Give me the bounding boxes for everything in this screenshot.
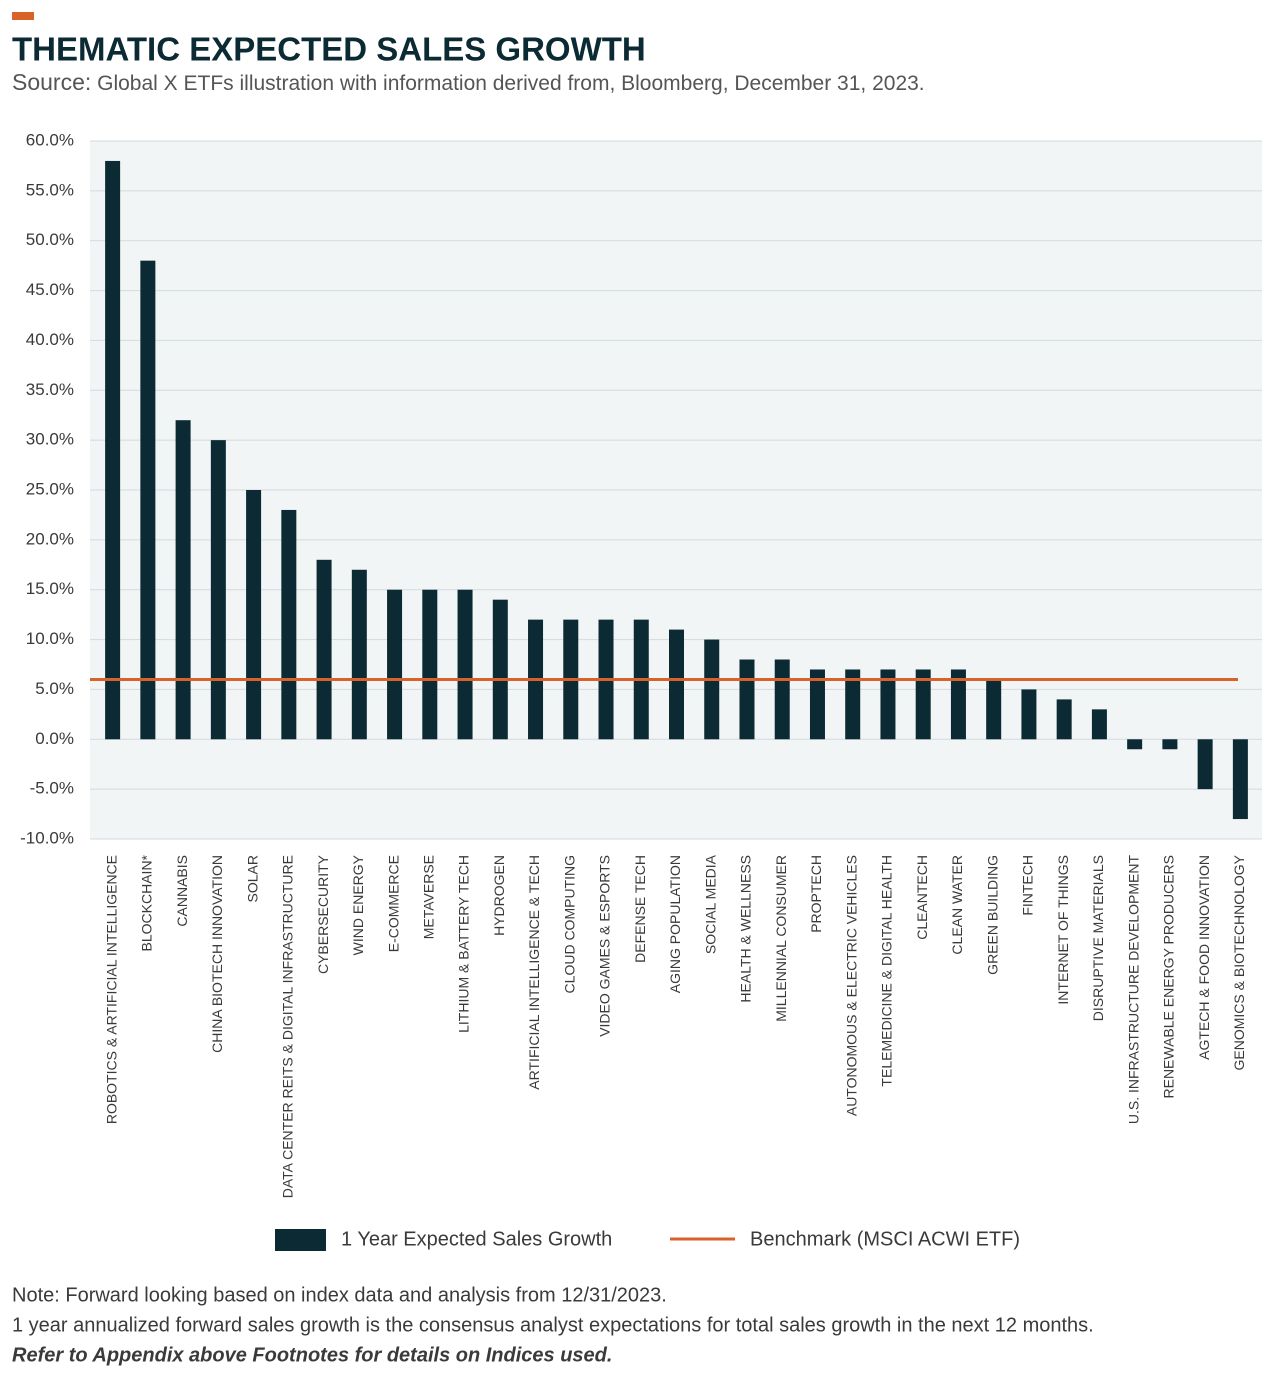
note: Note: Forward looking based on index dat… (12, 1284, 667, 1306)
y-tick-label: 15.0% (26, 579, 74, 598)
x-tick-label: ARTIFICIAL INTELLIGENCE & TECH (526, 855, 542, 1090)
emphasis-note: Refer to Appendix above Footnotes for de… (12, 1344, 612, 1366)
subtitle-label: Source: (12, 69, 91, 95)
x-tick-label: RENEWABLE ENERGY PRODUCERS (1161, 855, 1177, 1099)
x-tick-label: CLEAN WATER (949, 855, 965, 955)
bar (704, 639, 720, 740)
y-tick-label: 20.0% (26, 529, 74, 548)
x-tick-label: FINTECH (1020, 855, 1036, 916)
y-tick-label: 45.0% (26, 280, 74, 299)
bar (316, 559, 332, 740)
bar (1091, 709, 1107, 740)
bar (492, 599, 508, 740)
x-tick-label: INTERNET OF THINGS (1055, 855, 1071, 1005)
y-tick-label: 10.0% (26, 629, 74, 648)
subtitle-text: Global X ETFs illustration with informat… (97, 72, 925, 95)
x-tick-label: AGTECH & FOOD INNOVATION (1196, 855, 1212, 1060)
bar (351, 569, 367, 740)
note: 1 year annualized forward sales growth i… (12, 1314, 1094, 1336)
x-tick-label: DISRUPTIVE MATERIALS (1090, 855, 1106, 1021)
bar (281, 509, 297, 740)
y-tick-label: 40.0% (26, 330, 74, 349)
x-tick-label: E-COMMERCE (385, 855, 401, 952)
x-tick-label: WIND ENERGY (350, 854, 366, 955)
bar (422, 589, 438, 740)
bar (457, 589, 473, 740)
accent-mark (12, 12, 34, 20)
bar (1127, 739, 1143, 750)
x-tick-label: ROBOTICS & ARTIFICIAL INTELLIGENCE (103, 855, 119, 1124)
x-tick-label: MILLENNIAL CONSUMER (773, 855, 789, 1022)
x-tick-label: CHINA BIOTECH INNOVATION (209, 855, 225, 1053)
x-tick-label: DEFENSE TECH (632, 855, 648, 963)
x-tick-label: GENOMICS & BIOTECHNOLOGY (1231, 854, 1247, 1070)
y-tick-label: 30.0% (26, 430, 74, 449)
bar (950, 669, 966, 740)
x-tick-label: CANNABIS (174, 855, 190, 927)
x-tick-label: HEALTH & WELLNESS (738, 855, 754, 1003)
y-tick-label: 50.0% (26, 230, 74, 249)
legend-benchmark-label: Benchmark (MSCI ACWI ETF) (750, 1228, 1020, 1250)
bar (845, 669, 861, 740)
bar (669, 629, 684, 740)
chart-title: THEMATIC EXPECTED SALES GROWTH (12, 31, 646, 68)
bar (1056, 699, 1072, 740)
x-tick-label: PROPTECH (808, 855, 824, 933)
y-tick-label: 0.0% (35, 729, 74, 748)
bar (986, 679, 1002, 740)
x-tick-label: AGING POPULATION (667, 855, 683, 993)
bar (880, 669, 896, 740)
y-tick-label: 60.0% (26, 130, 74, 149)
bar (387, 589, 403, 740)
x-tick-label: SOCIAL MEDIA (702, 854, 718, 954)
x-tick-label: TELEMEDICINE & DIGITAL HEALTH (879, 855, 895, 1087)
x-tick-label: VIDEO GAMES & ESPORTS (597, 855, 613, 1037)
y-tick-label: 55.0% (26, 180, 74, 199)
x-tick-label: CLOUD COMPUTING (561, 855, 577, 993)
bar (210, 440, 226, 740)
legend-swatch (275, 1229, 326, 1251)
y-tick-label: 5.0% (35, 679, 74, 698)
y-tick-label: 25.0% (26, 479, 74, 498)
bar (1021, 689, 1037, 740)
bar (739, 659, 755, 740)
bar (175, 420, 191, 740)
legend-label: 1 Year Expected Sales Growth (341, 1228, 612, 1250)
bar (809, 669, 825, 740)
x-tick-label: CLEANTECH (914, 855, 930, 940)
x-tick-label: AUTONOMOUS & ELECTRIC VEHICLES (843, 855, 859, 1116)
x-tick-label: METAVERSE (421, 855, 437, 939)
subtitle: Source: Global X ETFs illustration with … (12, 69, 925, 95)
y-tick-label: -10.0% (20, 828, 74, 847)
bar (915, 669, 931, 740)
bar (105, 160, 121, 740)
x-tick-label: DATA CENTER REITS & DIGITAL INFRASTRUCTU… (280, 855, 296, 1198)
x-tick-label: GREEN BUILDING (984, 855, 1000, 975)
x-tick-label: LITHIUM & BATTERY TECH (456, 855, 472, 1033)
x-tick-label: HYDROGEN (491, 855, 507, 936)
x-tick-label: SOLAR (244, 855, 260, 902)
x-tick-label: U.S. INFRASTRUCTURE DEVELOPMENT (1125, 855, 1141, 1125)
bar (774, 659, 790, 740)
y-tick-label: -5.0% (30, 779, 74, 798)
x-tick-label: BLOCKCHAIN* (139, 854, 155, 951)
bar (1232, 739, 1248, 820)
x-tick-label: CYBERSECURITY (315, 854, 331, 974)
bar (1197, 739, 1213, 790)
bar (1162, 739, 1178, 750)
y-tick-label: 35.0% (26, 380, 74, 399)
bar (140, 260, 156, 740)
bar (246, 490, 262, 740)
